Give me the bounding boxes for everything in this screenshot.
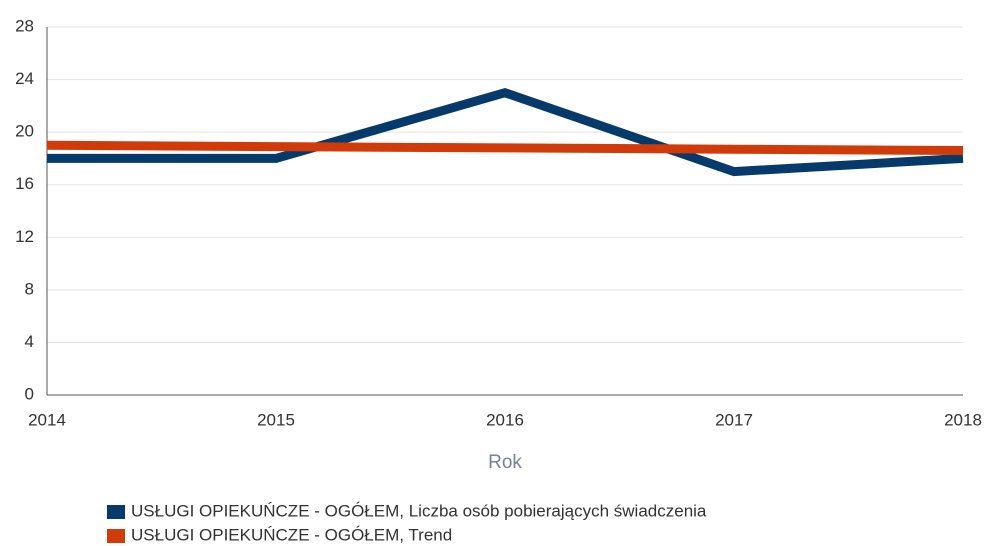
legend-swatch xyxy=(107,529,125,543)
y-tick-label: 24 xyxy=(15,69,34,88)
legend-label: USŁUGI OPIEKUŃCZE - OGÓŁEM, Liczba osób … xyxy=(131,501,707,520)
legend-label: USŁUGI OPIEKUŃCZE - OGÓŁEM, Trend xyxy=(131,525,452,544)
line-series xyxy=(47,87,964,177)
y-tick-label: 4 xyxy=(25,332,34,351)
x-tick-label: 2015 xyxy=(257,410,295,429)
legend-swatch xyxy=(107,505,125,519)
y-tick-label: 12 xyxy=(15,227,34,246)
y-tick-label: 0 xyxy=(25,384,34,403)
y-tick-label: 28 xyxy=(15,16,34,35)
x-tick-label: 2016 xyxy=(486,410,524,429)
x-tick-label: 2014 xyxy=(28,410,66,429)
y-tick-label: 20 xyxy=(15,122,34,141)
x-tick-label: 2018 xyxy=(944,410,982,429)
y-tick-label: 16 xyxy=(15,174,34,193)
x-axis-label: Rok xyxy=(488,452,522,473)
x-tick-label: 2017 xyxy=(715,410,753,429)
line-series xyxy=(46,140,964,156)
y-tick-label: 8 xyxy=(25,279,34,298)
